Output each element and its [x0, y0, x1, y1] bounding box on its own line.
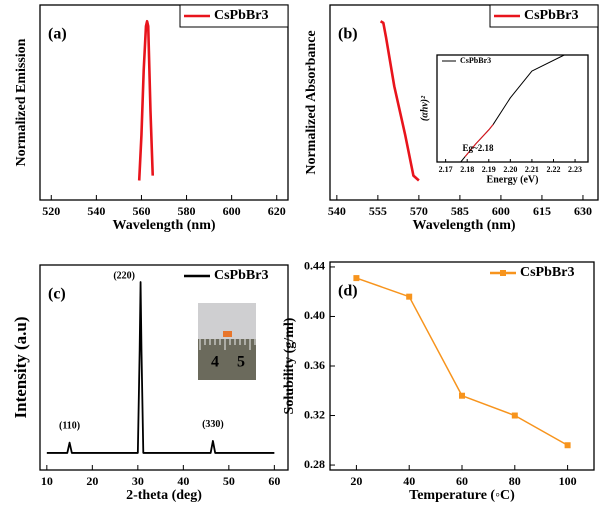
panel-label: (d) [338, 283, 358, 300]
x-tick-label: 585 [451, 204, 469, 218]
x-axis-label: Wavelength (nm) [412, 218, 515, 233]
legend-marker [500, 270, 506, 276]
x-tick-label: 50 [223, 474, 235, 488]
legend-label: CsPbBr3 [524, 8, 578, 23]
plot-frame [39, 4, 289, 201]
chart-panel: 540 555 570 585 600 615 630 Wavelength (nm) Norm… [304, 4, 599, 233]
x-axis-label: Temperature (◦C) [409, 488, 515, 503]
x-tick-label: 60 [268, 474, 280, 488]
y-axis-label: Normalized Absorbance [304, 30, 319, 174]
x-axis-label: 2-theta (deg) [126, 488, 202, 503]
x-tick-label: 560 [132, 204, 150, 218]
ruler [198, 339, 256, 380]
x-tick-label: 80 [509, 474, 521, 488]
x-tick-label: 630 [574, 204, 592, 218]
x-tick-label: 615 [533, 204, 551, 218]
panel-label: (a) [48, 26, 67, 43]
annotation: (110) [59, 421, 80, 432]
chart-panel: 20 40 60 80 100 0.28 0.32 0.36 0.40 0.44 Temperatu… [282, 259, 595, 503]
ruler-number: 4 [211, 354, 219, 371]
x-tick-label: 2.22 [546, 165, 560, 174]
chart-panel: 10 20 30 40 50 60 2-theta (deg) Intensity (a.u)… [11, 264, 289, 503]
x-tick-label: 520 [42, 204, 60, 218]
y-tick-label: 0.40 [304, 308, 325, 322]
x-tick-label: 2.19 [482, 165, 496, 174]
inset-chart: 2.17 2.18 2.19 2.20 2.21 2.22 2.23 Energy (eV) (… [419, 54, 589, 185]
data-point [353, 275, 360, 282]
data-point [406, 293, 413, 300]
x-tick-label: 40 [403, 474, 415, 488]
y-tick-label: 0.28 [304, 457, 325, 471]
data-point [564, 442, 571, 449]
data-line [137, 19, 155, 181]
x-tick-label: 2.17 [439, 165, 453, 174]
y-axis-label: Solubility (g/ml) [282, 317, 297, 414]
x-tick-label: 540 [328, 204, 346, 218]
x-tick-label: 2.23 [568, 165, 582, 174]
data-line [356, 277, 568, 446]
y-axis-label: Intensity (a.u) [11, 316, 30, 418]
plot-frame [39, 264, 289, 471]
plot-frame [329, 261, 595, 471]
y-tick-label: 0.32 [304, 407, 325, 421]
x-tick-label: 2.21 [525, 165, 539, 174]
y-tick-label: 0.36 [304, 358, 325, 372]
data-point [459, 392, 465, 399]
data-line [379, 20, 420, 182]
y-axis-label: (αhν)² [419, 95, 430, 121]
crystal [223, 331, 232, 337]
annotation: (330) [202, 419, 224, 430]
legend-label: CsPbBr3 [460, 56, 491, 65]
x-tick-label: 580 [178, 204, 196, 218]
x-tick-label: 620 [268, 204, 286, 218]
legend-box [179, 4, 289, 28]
annotation: Eg~2.18 [463, 143, 494, 153]
data-line [46, 281, 275, 454]
x-tick-label: 600 [492, 204, 510, 218]
inset-background [437, 55, 588, 162]
x-tick-label: 60 [456, 474, 468, 488]
x-tick-label: 540 [87, 204, 105, 218]
x-tick-label: 2.20 [503, 165, 517, 174]
data-line [464, 124, 494, 157]
legend-label: CsPbBr3 [214, 8, 268, 23]
plot-frame [436, 54, 589, 163]
legend-label: CsPbBr3 [520, 265, 574, 280]
panel-label: (c) [48, 286, 66, 303]
x-tick-label: 20 [350, 474, 362, 488]
x-tick-label: 600 [223, 204, 241, 218]
x-tick-label: 10 [41, 474, 53, 488]
legend-label: CsPbBr3 [214, 268, 268, 283]
x-tick-label: 2.18 [460, 165, 474, 174]
x-tick-label: 555 [369, 204, 387, 218]
y-tick-label: 0.44 [304, 259, 325, 273]
x-tick-label: 20 [86, 474, 98, 488]
x-axis-label: Energy (eV) [487, 174, 539, 185]
x-axis-label: Wavelength (nm) [112, 218, 215, 233]
chart-panel: 520 540 560 580 600 620 Wavelength (nm) Normali… [14, 4, 289, 233]
x-tick-label: 570 [410, 204, 428, 218]
legend-box [489, 4, 599, 28]
panel-label: (b) [338, 26, 358, 43]
ruler-number: 5 [237, 354, 245, 371]
plot-frame [329, 4, 599, 201]
y-axis-label: Normalized Emission [14, 38, 29, 166]
x-tick-label: 100 [559, 474, 577, 488]
annotation: (220) [113, 270, 135, 281]
data-point [511, 412, 518, 419]
x-tick-label: 30 [132, 474, 144, 488]
x-tick-label: 40 [177, 474, 189, 488]
